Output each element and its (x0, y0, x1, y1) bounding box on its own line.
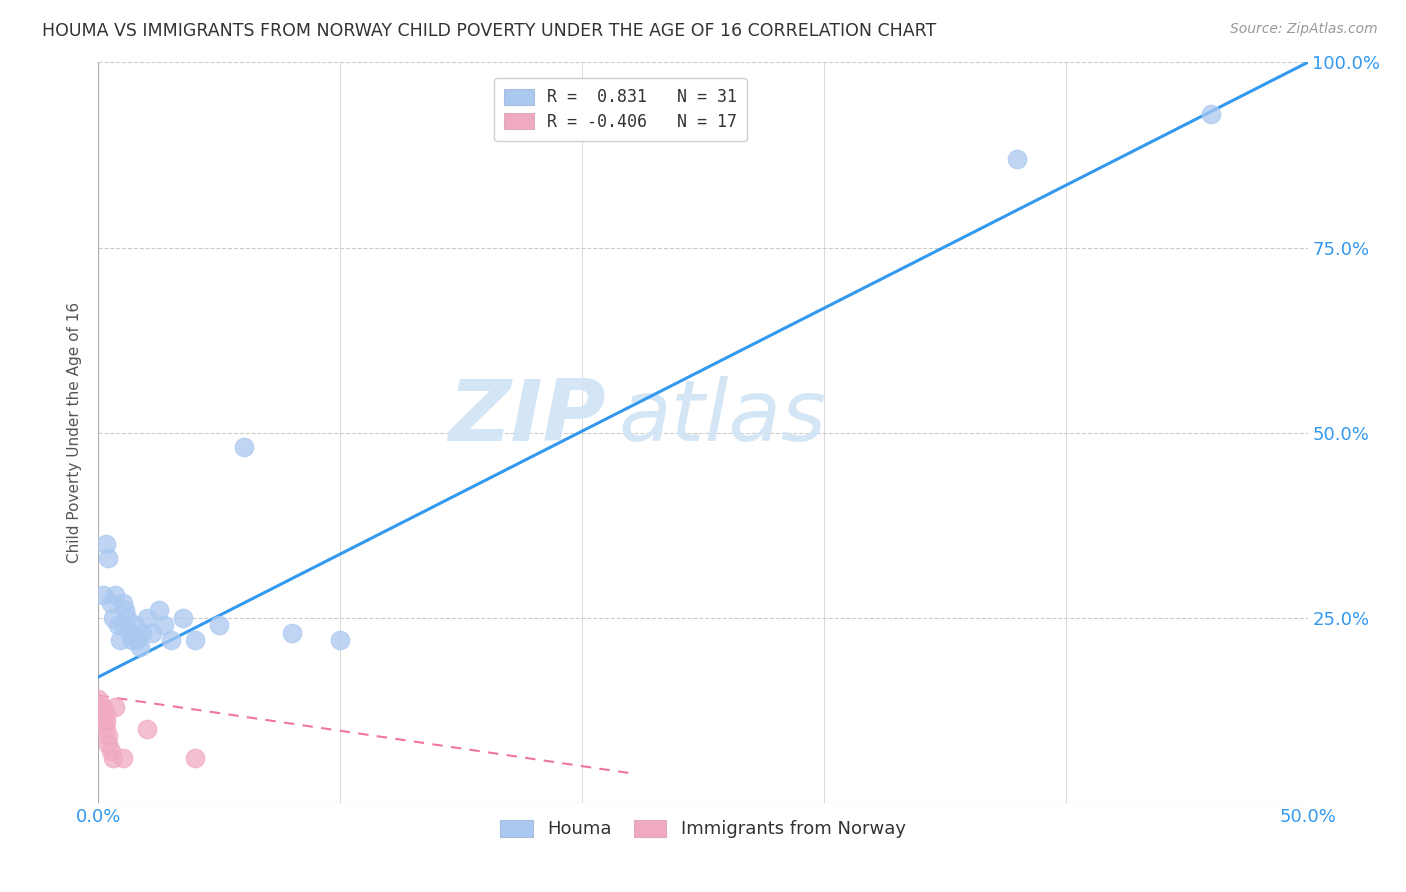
Point (91, 589, 114, 603)
Point (118, 625, 141, 640)
Point (141, 625, 163, 640)
Point (97, 737, 120, 751)
Point (111, 596, 134, 610)
Point (108, 632, 131, 647)
Point (91, 706, 114, 721)
Point (1007, 152, 1029, 166)
Point (131, 625, 153, 640)
Point (135, 722, 157, 736)
Legend: Houma, Immigrants from Norway: Houma, Immigrants from Norway (494, 813, 912, 846)
Point (184, 751, 207, 765)
Point (90, 699, 112, 714)
Point (128, 640, 150, 655)
Y-axis label: Child Poverty Under the Age of 16: Child Poverty Under the Age of 16 (67, 302, 83, 563)
Point (152, 618, 174, 632)
Point (160, 632, 183, 647)
Point (124, 618, 146, 632)
Point (184, 632, 207, 647)
Point (104, 699, 127, 714)
Text: HOUMA VS IMMIGRANTS FROM NORWAY CHILD POVERTY UNDER THE AGE OF 16 CORRELATION CH: HOUMA VS IMMIGRANTS FROM NORWAY CHILD PO… (42, 22, 936, 40)
Point (104, 589, 127, 603)
Point (232, 441, 254, 455)
Point (94, 706, 117, 721)
Point (281, 625, 304, 640)
Point (148, 603, 170, 617)
Point (94, 722, 117, 736)
Point (94, 536, 117, 550)
Point (127, 632, 149, 647)
Point (101, 610, 124, 624)
Point (100, 596, 122, 610)
Point (101, 751, 124, 765)
Point (91, 714, 114, 729)
Text: ZIP: ZIP (449, 376, 606, 459)
Point (111, 618, 134, 632)
Point (97, 729, 120, 743)
Point (90, 706, 112, 721)
Point (91, 699, 114, 714)
Point (94, 714, 117, 729)
Point (111, 751, 134, 765)
Point (135, 610, 157, 624)
Text: atlas: atlas (619, 376, 827, 459)
Point (107, 618, 129, 632)
Text: Source: ZipAtlas.com: Source: ZipAtlas.com (1230, 22, 1378, 37)
Point (87, 692, 110, 706)
Point (172, 610, 194, 624)
Point (100, 744, 122, 758)
Point (114, 603, 136, 617)
Point (117, 610, 139, 624)
Point (97, 551, 120, 566)
Point (121, 632, 143, 647)
Point (208, 618, 231, 632)
Point (1199, 107, 1222, 121)
Point (329, 632, 352, 647)
